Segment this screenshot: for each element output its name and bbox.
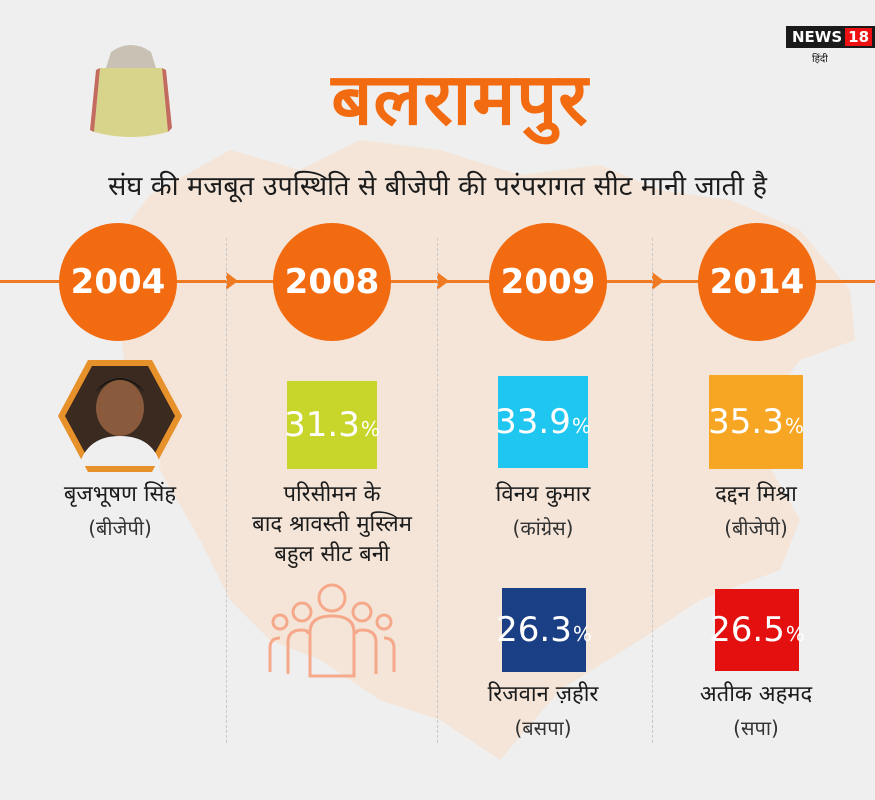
percent-box-runner-up: 26.5% xyxy=(709,589,805,671)
year-badge-2004: 2004 xyxy=(59,223,177,341)
percent-box-winner: 35.3% xyxy=(708,375,804,469)
percent-value: 31.3 xyxy=(284,405,360,445)
percent-value: 33.9 xyxy=(495,402,571,442)
year-badge-2009: 2009 xyxy=(489,223,607,341)
candidate-party: (बसपा) xyxy=(514,716,572,740)
candidate-party: (कांग्रेस) xyxy=(512,516,574,540)
logo-number: 18 xyxy=(845,28,873,46)
percent-sign: % xyxy=(784,414,804,438)
candidate-name: रिजवान ज़हीर xyxy=(487,682,599,707)
candidate-name: बृजभूषण सिंह xyxy=(63,482,177,507)
candidate-party: (बीजेपी) xyxy=(724,516,788,540)
percent-value: 35.3 xyxy=(708,402,784,442)
logo-brand: NEWS xyxy=(792,28,843,46)
candidate-name: अतीक अहमद xyxy=(699,682,813,707)
column-divider xyxy=(226,238,227,743)
note-line: बहुल सीट बनी xyxy=(274,542,390,567)
percent-value: 26.5 xyxy=(709,610,785,650)
note-line: परिसीमन के xyxy=(283,482,381,507)
timeline-arrow xyxy=(226,272,238,290)
candidate-name: दद्दन मिश्रा xyxy=(715,482,797,507)
logo-sub: हिंदी xyxy=(812,54,828,65)
column-divider xyxy=(437,238,438,743)
year-badge-2014: 2014 xyxy=(698,223,816,341)
year-badge-2008: 2008 xyxy=(273,223,391,341)
percent-sign: % xyxy=(360,417,380,441)
cloth-bag-icon xyxy=(90,45,172,137)
news18-logo: NEWS 18 xyxy=(786,26,875,48)
candidate-name: विनय कुमार xyxy=(495,482,591,507)
percent-sign: % xyxy=(785,622,805,646)
note-line: बाद श्रावस्ती मुस्लिम xyxy=(252,512,412,537)
column-divider xyxy=(652,238,653,743)
timeline-arrow xyxy=(652,272,664,290)
percent-box-muslim: 31.3% xyxy=(284,381,380,469)
percent-box-winner: 33.9% xyxy=(495,376,591,468)
timeline-arrow xyxy=(437,272,449,290)
percent-sign: % xyxy=(572,622,592,646)
people-group-icon xyxy=(268,583,396,678)
portrait-hexagon xyxy=(58,360,182,472)
candidate-party: (बीजेपी) xyxy=(88,516,152,540)
candidate-party: (सपा) xyxy=(733,716,779,740)
page-title: बलरामपुर xyxy=(331,57,589,141)
page-subtitle: संघ की मजबूत उपस्थिति से बीजेपी की परंपर… xyxy=(108,171,767,202)
percent-sign: % xyxy=(571,414,591,438)
percent-box-runner-up: 26.3% xyxy=(496,588,592,672)
percent-value: 26.3 xyxy=(496,610,572,650)
